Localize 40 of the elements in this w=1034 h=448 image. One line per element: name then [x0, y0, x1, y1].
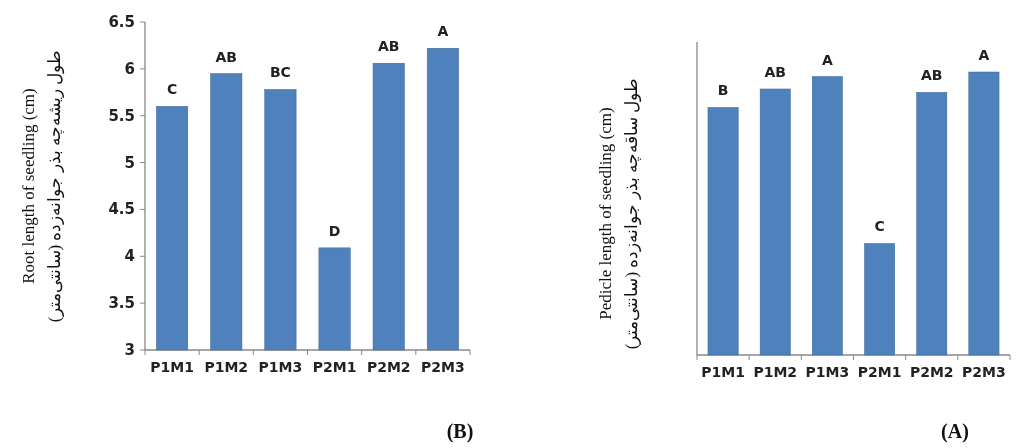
x-tick-label: P1M1	[701, 364, 745, 380]
annotation: AB	[377, 38, 400, 55]
annotation: B	[717, 82, 729, 99]
x-tick-label: P2M2	[909, 364, 954, 380]
annotation: AB	[920, 67, 943, 84]
x-tick-label: P2M1	[857, 364, 902, 380]
x-tick-label: P1M2	[204, 359, 249, 375]
y-tick-label: 6.5	[108, 13, 135, 31]
x-tick-label: P1M1	[150, 359, 194, 375]
annotation: BC	[269, 64, 291, 81]
y-tick-label: 3	[124, 341, 135, 359]
y-tick-label: 5	[124, 153, 135, 172]
annotation: A	[978, 47, 990, 63]
annotation: A	[437, 23, 449, 40]
x-tick-label: P1M2	[753, 364, 798, 380]
bar	[968, 71, 1000, 356]
bar	[812, 76, 843, 356]
x-tick-label: P1M3	[805, 364, 850, 380]
y-tick-label: 6	[124, 59, 135, 78]
annotation: C	[166, 81, 178, 98]
bar	[916, 92, 948, 356]
bar	[707, 107, 739, 356]
text: (B)	[446, 420, 474, 443]
annotation: C	[874, 218, 885, 235]
x-tick-label: P2M2	[366, 359, 411, 375]
text: (A)	[941, 420, 969, 443]
y-tick-label: 3.5	[108, 294, 135, 313]
annotation: A	[821, 51, 833, 68]
y-tick-label: 4	[124, 247, 135, 266]
annotation: AB	[764, 63, 787, 80]
bar	[759, 88, 791, 356]
y-tick-label: 5.5	[108, 106, 135, 125]
x-tick-label: P1M3	[258, 359, 303, 375]
x-tick-label: P2M1	[312, 359, 357, 375]
x-tick-label: P2M3	[962, 364, 1006, 380]
annotation: D	[328, 222, 341, 239]
annotation: AB	[215, 48, 238, 65]
x-tick-label: P2M3	[421, 359, 465, 375]
y-tick-label: 4.5	[108, 200, 135, 219]
bar	[864, 243, 895, 356]
